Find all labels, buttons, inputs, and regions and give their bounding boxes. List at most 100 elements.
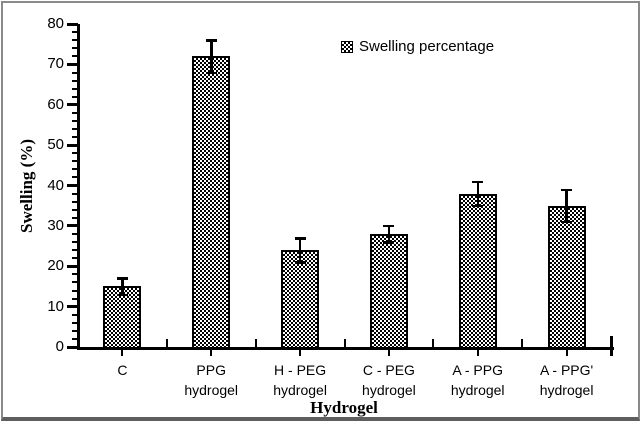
bar xyxy=(458,193,497,349)
error-bar xyxy=(210,40,213,73)
x-category-label-line2: hydrogel xyxy=(450,382,505,398)
y-minor-tick xyxy=(72,289,78,292)
y-minor-tick xyxy=(72,273,78,276)
y-minor-tick xyxy=(72,79,78,82)
y-minor-tick xyxy=(72,128,78,130)
y-minor-tick xyxy=(72,39,78,42)
error-bar-bottom-cap xyxy=(561,220,573,224)
y-axis-line xyxy=(77,24,80,350)
x-category-label-line2: hydrogel xyxy=(273,382,327,398)
error-bar-top-cap xyxy=(561,188,573,191)
legend-label: Swelling percentage xyxy=(359,38,495,55)
y-minor-tick xyxy=(72,87,78,90)
x-center-tick xyxy=(565,350,568,356)
x-center-tick xyxy=(299,350,302,356)
y-minor-tick xyxy=(72,71,78,74)
x-center-tick xyxy=(387,350,390,356)
error-bar-bottom-cap xyxy=(294,261,306,264)
y-minor-tick xyxy=(72,329,78,332)
error-bar-bottom-cap xyxy=(383,241,395,244)
y-minor-tick xyxy=(72,208,78,211)
y-minor-tick xyxy=(72,216,78,219)
y-major-tick xyxy=(67,345,78,349)
error-bar-bottom-cap xyxy=(116,293,128,296)
y-major-tick xyxy=(67,264,78,268)
error-bar xyxy=(565,189,568,222)
x-boundary-tick xyxy=(165,339,168,347)
y-minor-tick xyxy=(72,31,78,34)
y-axis-title: Swelling (%) xyxy=(17,139,36,233)
y-minor-tick xyxy=(72,249,78,252)
y-minor-tick xyxy=(72,257,78,260)
y-minor-tick xyxy=(72,160,78,163)
y-tick-label: 80 xyxy=(47,15,64,32)
y-minor-tick xyxy=(72,152,78,155)
x-category-label-line1: PPG xyxy=(196,362,226,378)
y-major-tick xyxy=(67,62,78,66)
y-minor-tick xyxy=(72,95,78,98)
bar xyxy=(281,250,320,349)
error-bar xyxy=(298,238,302,263)
x-axis-end-tick xyxy=(610,336,613,356)
error-bar xyxy=(476,181,479,206)
y-tick-label: 30 xyxy=(47,216,64,234)
y-tick-label: 40 xyxy=(47,176,64,194)
error-bar-top-cap xyxy=(472,180,484,183)
x-axis-title: Hydrogel xyxy=(310,398,378,417)
y-minor-tick xyxy=(72,192,78,195)
bar xyxy=(369,234,408,349)
y-minor-tick xyxy=(72,111,78,114)
bar xyxy=(192,56,231,349)
error-bar-bottom-cap xyxy=(205,71,217,74)
error-bar xyxy=(121,278,124,295)
y-minor-tick xyxy=(72,337,78,340)
y-minor-tick xyxy=(72,168,78,171)
y-major-tick xyxy=(67,103,78,107)
y-minor-tick xyxy=(72,55,78,58)
y-minor-tick xyxy=(72,233,78,235)
y-tick-label: 70 xyxy=(47,55,64,73)
y-minor-tick xyxy=(72,136,78,139)
y-minor-tick xyxy=(72,321,78,324)
x-category-label-line2: hydrogel xyxy=(539,382,594,398)
y-major-tick xyxy=(67,184,78,187)
x-category-label-line2: hydrogel xyxy=(362,382,416,398)
x-category-label-line1: A - PPG xyxy=(452,362,503,378)
y-major-tick xyxy=(67,22,78,26)
x-center-tick xyxy=(476,350,479,356)
y-tick-label: 50 xyxy=(47,136,64,154)
x-boundary-tick xyxy=(254,339,257,347)
x-boundary-tick xyxy=(521,339,524,347)
x-category-label-line1: C - PEG xyxy=(362,362,415,378)
y-tick-label: 0 xyxy=(55,338,64,355)
error-bar-bottom-cap xyxy=(472,204,484,208)
y-major-tick xyxy=(67,143,78,147)
y-major-tick xyxy=(67,224,78,228)
bar xyxy=(547,205,586,349)
error-bar-top-cap xyxy=(383,224,395,228)
x-category-label-line1: H - PEG xyxy=(274,362,327,378)
y-minor-tick xyxy=(72,119,78,122)
legend: Swelling percentage xyxy=(341,39,494,54)
y-major-tick xyxy=(67,305,78,309)
x-center-tick xyxy=(121,350,124,356)
x-category-label-line1: C xyxy=(117,362,128,378)
y-minor-tick xyxy=(72,176,78,179)
bar xyxy=(103,286,142,349)
x-center-tick xyxy=(210,350,213,356)
error-bar-top-cap xyxy=(205,39,217,42)
y-tick-label: 10 xyxy=(47,297,64,315)
x-boundary-tick xyxy=(432,339,435,347)
y-minor-tick xyxy=(72,313,78,316)
x-category-label-line2: hydrogel xyxy=(184,382,239,398)
error-bar-top-cap xyxy=(294,237,306,240)
y-minor-tick xyxy=(72,47,78,50)
y-tick-label: 20 xyxy=(47,257,64,275)
x-boundary-tick xyxy=(343,339,346,347)
y-minor-tick xyxy=(72,200,78,203)
y-tick-label: 60 xyxy=(47,95,64,113)
error-bar-top-cap xyxy=(116,277,128,280)
x-category-label-line1: A - PPG' xyxy=(539,362,594,378)
